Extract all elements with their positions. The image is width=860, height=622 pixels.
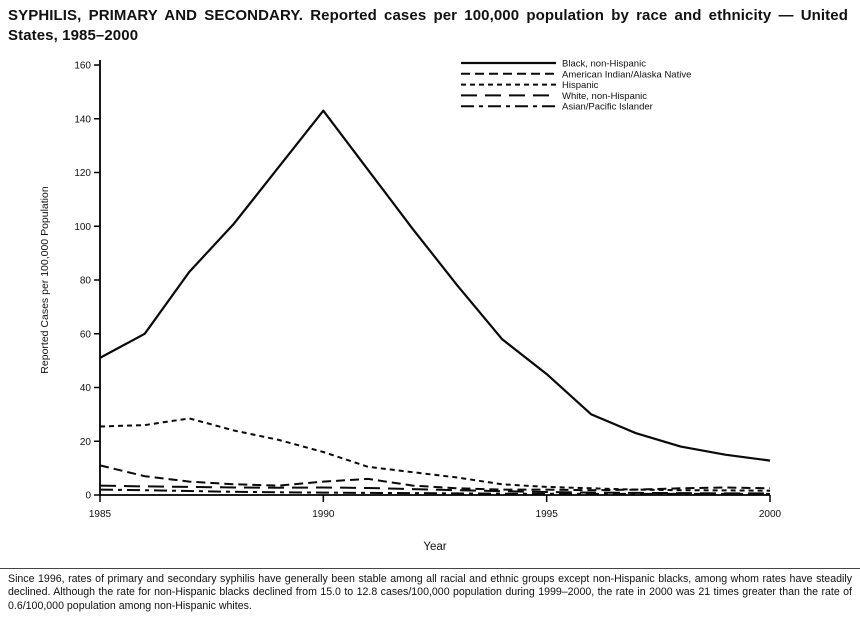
series-line-2 <box>99 417 771 492</box>
y-tick-label: 100 <box>74 222 91 233</box>
y-tick-label: 0 <box>85 490 91 501</box>
x-axis-title: Year <box>423 541 446 553</box>
series-line-0 <box>99 109 771 462</box>
legend-label-1: American Indian/Alaska Native <box>562 69 691 80</box>
y-axis-title: Reported Cases per 100,000 Population <box>39 186 51 374</box>
legend-label-2: Hispanic <box>562 80 599 91</box>
series-line-1 <box>99 464 771 492</box>
x-tick-label: 1990 <box>312 509 335 520</box>
legend-label-4: Asian/Pacific Islander <box>562 102 653 113</box>
legend-label-0: Black, non-Hispanic <box>562 58 646 69</box>
x-tick-label: 1985 <box>89 509 112 520</box>
chart-title: SYPHILIS, PRIMARY AND SECONDARY. Reporte… <box>8 7 848 44</box>
y-tick-label: 80 <box>80 275 92 286</box>
y-tick-label: 120 <box>74 168 91 179</box>
legend-label-3: White, non-Hispanic <box>562 91 647 102</box>
y-tick-label: 140 <box>74 114 91 125</box>
x-tick-label: 2000 <box>759 509 782 520</box>
footnote: Since 1996, rates of primary and seconda… <box>8 573 852 612</box>
x-tick-label: 1995 <box>536 509 559 520</box>
y-tick-label: 60 <box>80 329 92 340</box>
report-page: SYPHILIS, PRIMARY AND SECONDARY. Reporte… <box>0 7 860 612</box>
series-line-4 <box>99 488 770 495</box>
y-tick-label: 160 <box>74 60 91 71</box>
chart-area: 0 20 40 60 80 100 120 140 160 1985 1990 1995 2000 Yea… <box>0 46 860 558</box>
line-chart: 0 20 40 60 80 100 120 140 160 1985 1990 1995 2000 Yea… <box>39 58 782 553</box>
axes <box>99 59 770 496</box>
y-tick-label: 40 <box>80 383 92 394</box>
y-tick-label: 20 <box>80 437 92 448</box>
footnote-block: Since 1996, rates of primary and seconda… <box>0 568 860 613</box>
